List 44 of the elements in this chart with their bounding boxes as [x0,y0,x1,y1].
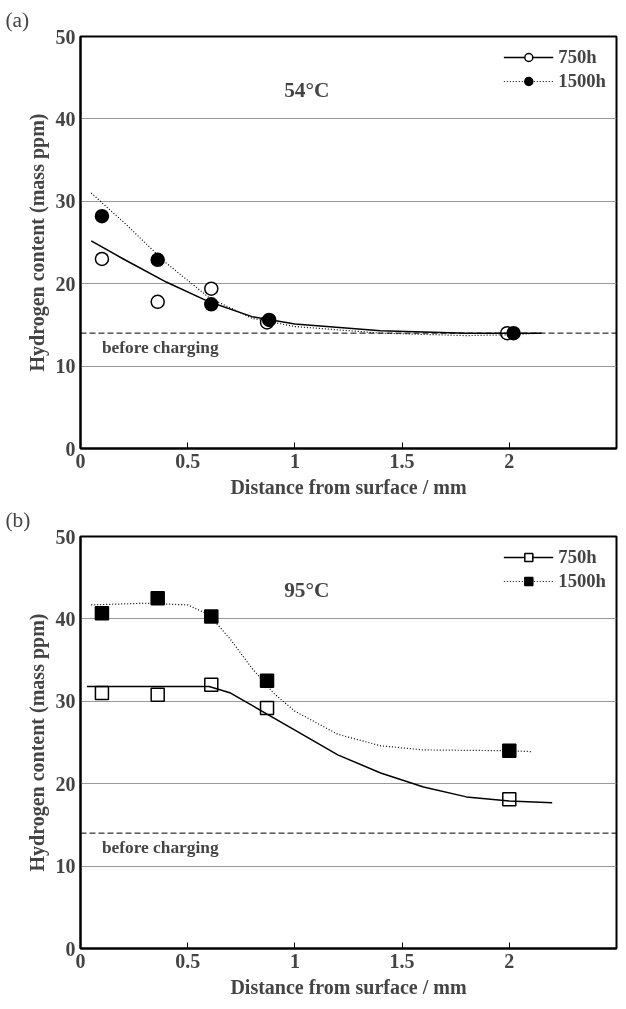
y-axis-title: Hydrogen content (mass ppm) [25,613,49,872]
point [204,281,219,296]
x-tick-label: 2 [504,449,515,472]
point [150,687,165,702]
legend-label: 1500h [558,70,606,92]
point [94,208,110,224]
y-axis-title: Hydrogen content (mass ppm) [25,113,49,372]
legend-label: 1500h [558,570,606,592]
y-tick-label: 40 [55,107,76,130]
x-tick-label: 0.5 [175,449,201,472]
point [94,251,110,267]
ref-line-label: before charging [101,338,219,358]
y-tick-label: 20 [55,772,76,795]
point [150,252,165,268]
x-axis-title: Distance from surface / mm [230,475,467,498]
annotation: 54°C [284,78,330,103]
legend-label: 750h [558,46,597,68]
point [204,297,219,312]
y-tick-label: 30 [55,690,76,713]
text: (a) [5,7,30,32]
y-tick-label: 30 [55,190,76,213]
point [502,743,517,758]
x-tick-label: 1 [289,949,300,972]
y-tick-label: 50 [55,25,76,48]
annotation: 95°C [284,578,330,603]
x-tick-label: 1.5 [389,949,415,972]
x-tick-label: 1 [289,449,300,472]
legend-label: 750h [558,546,597,568]
point [94,605,110,621]
point [150,591,165,606]
x-tick-label: 2 [504,949,515,972]
y-tick-label: 50 [55,525,76,548]
y-tick-label: 10 [55,355,76,378]
ref-line-label: before charging [101,838,219,858]
y-tick-label: 20 [55,272,76,295]
point [204,609,219,624]
y-tick-label: 40 [55,607,76,630]
point [150,294,165,310]
x-axis-title: Distance from surface / mm [230,975,467,998]
point [259,673,275,688]
x-tick-label: 0.5 [175,949,201,972]
y-tick-label: 10 [55,855,76,878]
x-tick-label: 1.5 [389,449,415,472]
text: (b) [5,507,31,532]
